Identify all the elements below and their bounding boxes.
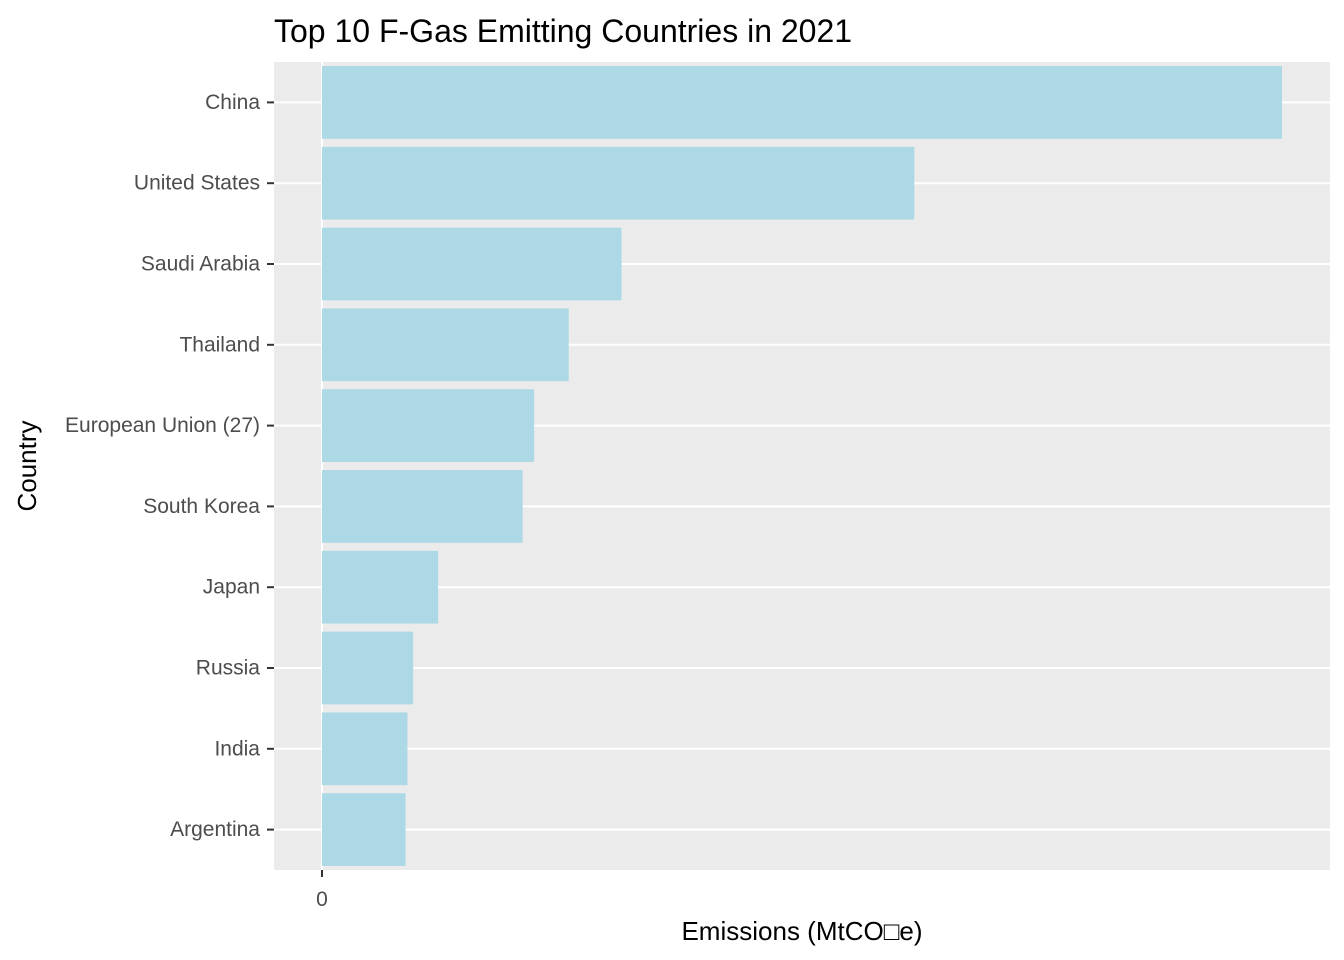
x-tick-label: 0 [316,888,328,911]
y-tick-label: European Union (27) [65,414,260,437]
y-tick-label: South Korea [143,495,260,518]
chart-title: Top 10 F-Gas Emitting Countries in 2021 [274,13,852,49]
bar [322,470,523,543]
bar [322,308,569,382]
bar [322,712,408,786]
bar [322,631,414,705]
bar [322,146,915,220]
y-tick-label: United States [134,172,260,195]
y-axis-title: Country [12,420,42,511]
y-tick-label: China [205,91,260,114]
bar [322,66,1282,139]
y-tick-label: Saudi Arabia [141,253,260,276]
y-tick-label: Japan [203,576,260,599]
bar [322,389,535,462]
y-tick-label: Thailand [179,333,260,356]
bar [322,227,622,301]
bar [322,793,406,866]
bars [322,66,1282,866]
x-axis-title: Emissions (MtCO□e) [681,916,922,946]
y-tick-label: Argentina [170,818,260,841]
y-tick-label: Russia [196,657,261,680]
x-axis: 0 [316,870,328,911]
y-axis: China United States Saudi Arabia Thailand Eu… [65,91,274,841]
y-tick-label: India [214,737,260,760]
bar [322,550,439,624]
